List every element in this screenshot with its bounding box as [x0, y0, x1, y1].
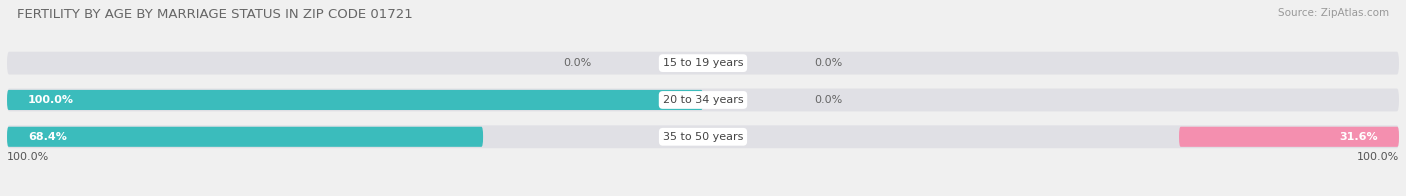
FancyBboxPatch shape — [7, 52, 1399, 74]
Text: Source: ZipAtlas.com: Source: ZipAtlas.com — [1278, 8, 1389, 18]
Text: 35 to 50 years: 35 to 50 years — [662, 132, 744, 142]
Text: 100.0%: 100.0% — [1357, 152, 1399, 162]
FancyBboxPatch shape — [7, 90, 703, 110]
Text: 0.0%: 0.0% — [564, 58, 592, 68]
Text: 31.6%: 31.6% — [1340, 132, 1378, 142]
FancyBboxPatch shape — [7, 127, 484, 147]
Text: 0.0%: 0.0% — [814, 95, 842, 105]
Text: 100.0%: 100.0% — [28, 95, 75, 105]
FancyBboxPatch shape — [7, 125, 1399, 148]
Text: 20 to 34 years: 20 to 34 years — [662, 95, 744, 105]
Text: 68.4%: 68.4% — [28, 132, 66, 142]
Text: 15 to 19 years: 15 to 19 years — [662, 58, 744, 68]
Text: 100.0%: 100.0% — [7, 152, 49, 162]
FancyBboxPatch shape — [7, 89, 1399, 111]
Text: FERTILITY BY AGE BY MARRIAGE STATUS IN ZIP CODE 01721: FERTILITY BY AGE BY MARRIAGE STATUS IN Z… — [17, 8, 412, 21]
FancyBboxPatch shape — [1180, 127, 1399, 147]
Text: 0.0%: 0.0% — [814, 58, 842, 68]
